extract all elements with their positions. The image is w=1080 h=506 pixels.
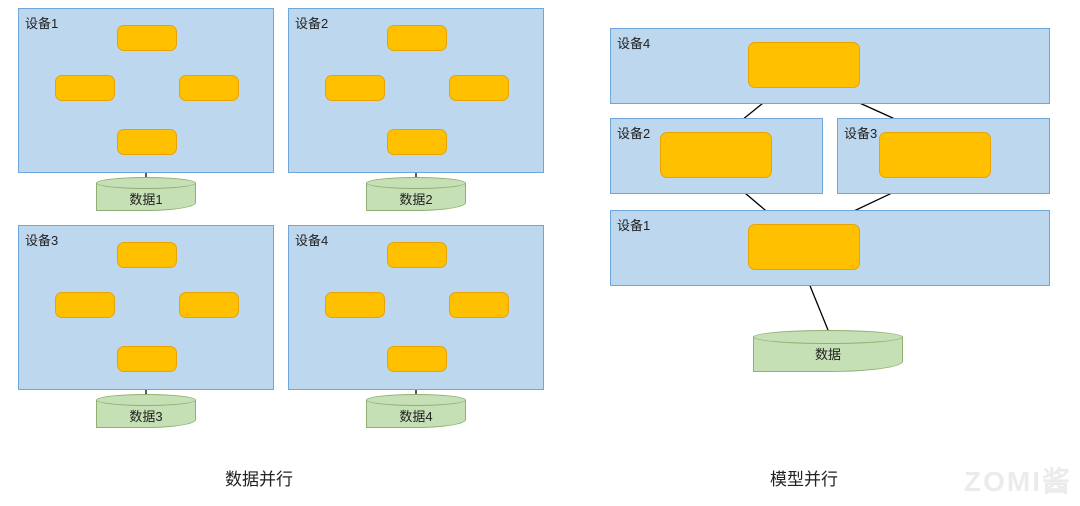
op-node — [449, 292, 509, 318]
device-label: 设备3 — [25, 230, 58, 249]
op-node — [748, 42, 860, 88]
data-label: 数据3 — [96, 406, 196, 425]
op-node — [117, 25, 177, 51]
op-node — [117, 129, 177, 155]
caption-data-parallel: 数据并行 — [225, 465, 293, 490]
op-node — [117, 346, 177, 372]
device-label: 设备4 — [295, 230, 328, 249]
diagram-root: { "canvas": { "w": 1080, "h": 506 }, "co… — [0, 0, 1080, 506]
data-cylinder: 数据 — [753, 330, 903, 372]
data-cylinder: 数据3 — [96, 394, 196, 428]
op-node — [879, 132, 991, 178]
device-label: 设备1 — [25, 13, 58, 32]
op-node — [387, 346, 447, 372]
device-panel: 设备1 — [18, 8, 274, 173]
device-panel: 设备3 — [18, 225, 274, 390]
caption-model-parallel: 模型并行 — [770, 465, 838, 490]
op-node — [387, 129, 447, 155]
data-label: 数据 — [753, 344, 903, 363]
op-node — [55, 292, 115, 318]
device-panel: 设备2 — [288, 8, 544, 173]
op-node — [179, 75, 239, 101]
op-node — [660, 132, 772, 178]
op-node — [325, 292, 385, 318]
op-node — [117, 242, 177, 268]
device-label: 设备2 — [617, 123, 650, 142]
op-node — [387, 242, 447, 268]
op-node — [387, 25, 447, 51]
op-node — [748, 224, 860, 270]
op-node — [55, 75, 115, 101]
device-label: 设备1 — [617, 215, 650, 234]
data-cylinder: 数据2 — [366, 177, 466, 211]
device-label: 设备2 — [295, 13, 328, 32]
op-node — [325, 75, 385, 101]
data-label: 数据1 — [96, 189, 196, 208]
watermark: ZOMI酱 — [964, 460, 1072, 500]
device-label: 设备3 — [844, 123, 877, 142]
data-cylinder: 数据1 — [96, 177, 196, 211]
data-label: 数据2 — [366, 189, 466, 208]
op-node — [179, 292, 239, 318]
op-node — [449, 75, 509, 101]
data-cylinder: 数据4 — [366, 394, 466, 428]
device-label: 设备4 — [617, 33, 650, 52]
device-panel: 设备4 — [288, 225, 544, 390]
data-label: 数据4 — [366, 406, 466, 425]
